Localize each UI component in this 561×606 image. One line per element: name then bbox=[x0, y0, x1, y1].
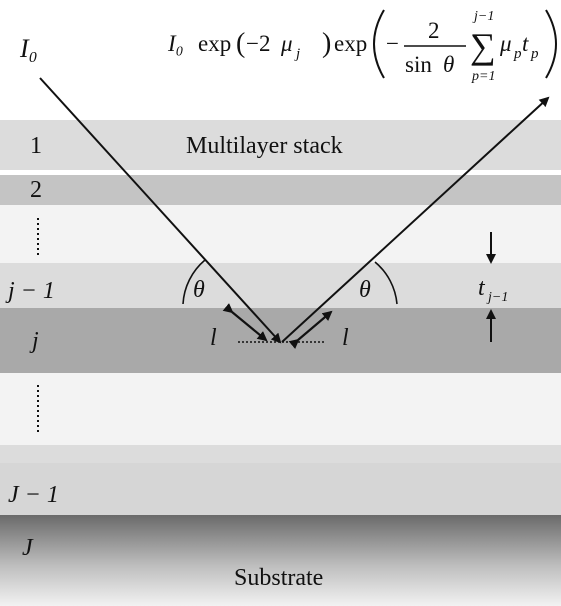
formula-exp1: exp bbox=[198, 31, 231, 56]
l-arrow-left bbox=[222, 303, 268, 342]
formula-open1: ( bbox=[236, 28, 245, 59]
thickness-label-subscript: j−1 bbox=[486, 290, 508, 305]
formula-mu-p: μ bbox=[499, 31, 512, 56]
formula-minus-sign: − bbox=[386, 31, 399, 56]
formula-frac-num: 2 bbox=[428, 18, 440, 43]
layer-label-j: j bbox=[29, 328, 39, 354]
layer-label-j-minus-1: j − 1 bbox=[5, 278, 55, 304]
angle-label-right: θ bbox=[359, 277, 371, 303]
formula-t: t bbox=[522, 31, 529, 56]
angle-arc-left bbox=[182, 259, 206, 305]
layer-label-J-minus-1: J − 1 bbox=[8, 482, 59, 508]
formula-j-sub: j bbox=[294, 46, 300, 62]
layer-gap-band bbox=[0, 205, 561, 263]
substrate-label: Substrate bbox=[234, 565, 323, 591]
stack-title: Multilayer stack bbox=[186, 133, 343, 159]
formula-exp2: exp bbox=[334, 31, 367, 56]
layer-j-band bbox=[0, 308, 561, 373]
formula-i0: I₀ bbox=[167, 31, 184, 56]
angle-arc-right bbox=[374, 261, 398, 305]
formula-minus2: −2 bbox=[246, 31, 270, 56]
incident-beam bbox=[39, 77, 282, 344]
layer-jm1-band bbox=[0, 263, 561, 308]
formula-paren-close-2 bbox=[545, 9, 557, 79]
formula-sum-upper: j−1 bbox=[472, 9, 494, 24]
layer-label-1: 1 bbox=[30, 133, 42, 159]
formula-p-sub1: p bbox=[513, 46, 522, 62]
formula-paren-open-2 bbox=[373, 9, 385, 79]
layer-Jm1-band bbox=[0, 463, 561, 515]
layer-gap2-band bbox=[0, 373, 561, 445]
reflected-beam bbox=[281, 96, 550, 343]
l-arrow-right bbox=[288, 310, 333, 349]
layer-label-2: 2 bbox=[30, 177, 42, 203]
formula-p-sub2: p bbox=[530, 46, 539, 62]
layer-2-band bbox=[0, 175, 561, 205]
formula-mu: μ bbox=[280, 31, 293, 56]
path-length-label-right: l bbox=[342, 325, 349, 351]
angle-label-left: θ bbox=[193, 277, 205, 303]
layer-label-J: J bbox=[22, 535, 34, 561]
path-length-label-left: l bbox=[210, 325, 217, 351]
formula-sum-lower: p=1 bbox=[471, 69, 495, 84]
layer-thin-band bbox=[0, 445, 561, 463]
formula-frac-den-theta: θ bbox=[443, 52, 454, 77]
incident-intensity-label: I₀ bbox=[19, 34, 38, 63]
substrate-band bbox=[0, 515, 561, 606]
formula-sum-symbol: ∑ bbox=[470, 26, 496, 66]
formula-close1: ) bbox=[322, 28, 331, 59]
layer-1-band bbox=[0, 120, 561, 170]
thickness-label: t bbox=[478, 275, 486, 301]
formula-frac-den-sin: sin bbox=[405, 52, 432, 77]
